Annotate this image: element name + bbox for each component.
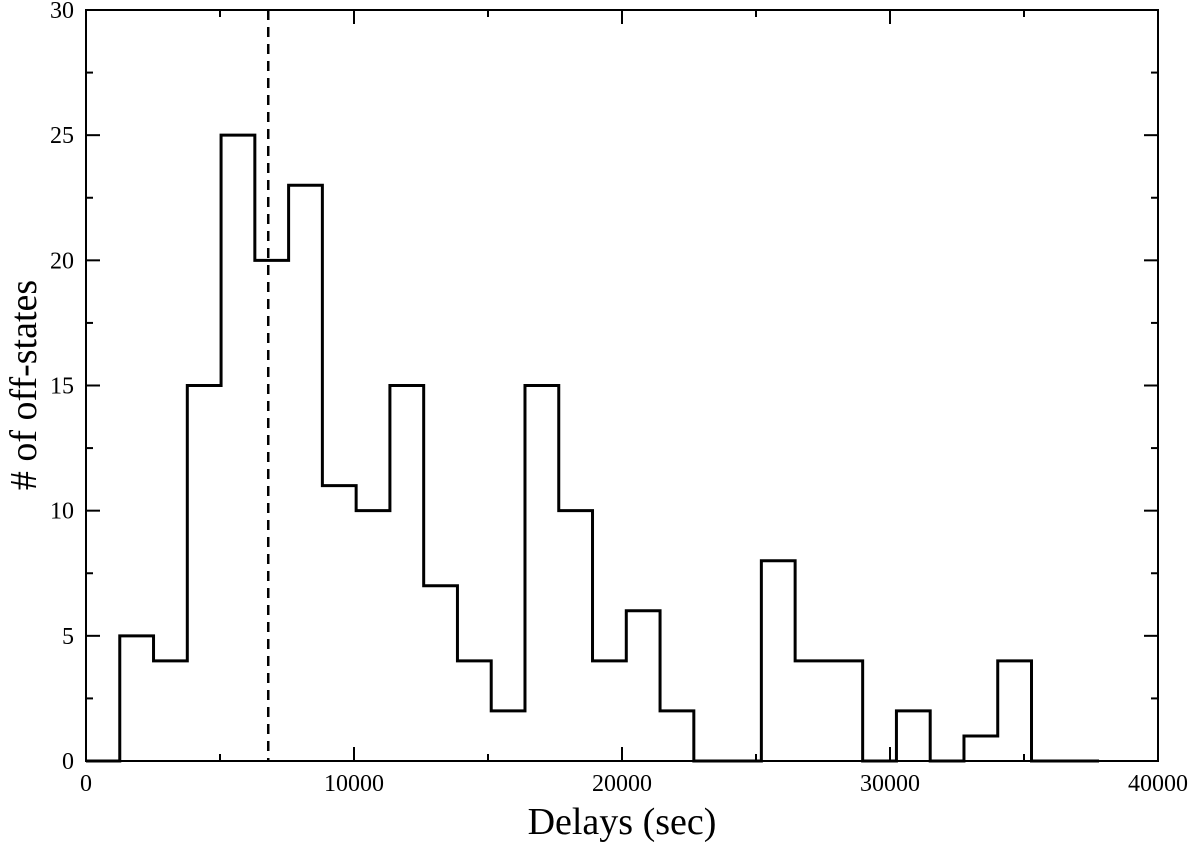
x-tick-label: 40000 bbox=[1128, 771, 1188, 797]
y-tick-label: 30 bbox=[50, 0, 74, 24]
tick-labels: 0 10000 20000 30000 40000 0 5 10 15 20 25 30 bbox=[50, 0, 1188, 797]
x-tick-label: 20000 bbox=[592, 771, 652, 797]
y-tick-label: 5 bbox=[62, 624, 74, 650]
histogram-outline bbox=[86, 133, 1100, 763]
y-tick-label: 25 bbox=[50, 123, 74, 149]
y-tick-label: 10 bbox=[50, 499, 74, 525]
y-axis-title: # of off-states bbox=[3, 280, 45, 490]
y-tick-label: 15 bbox=[50, 374, 74, 400]
x-axis-title: Delays (sec) bbox=[528, 801, 717, 842]
x-tick-label: 30000 bbox=[860, 771, 920, 797]
y-tick-label: 0 bbox=[62, 749, 74, 775]
x-tick-label: 0 bbox=[80, 771, 92, 797]
x-tick-label: 10000 bbox=[324, 771, 384, 797]
y-tick-label: 20 bbox=[50, 248, 74, 274]
axis-ticks bbox=[85, 9, 1159, 762]
plot-frame bbox=[85, 9, 1159, 762]
